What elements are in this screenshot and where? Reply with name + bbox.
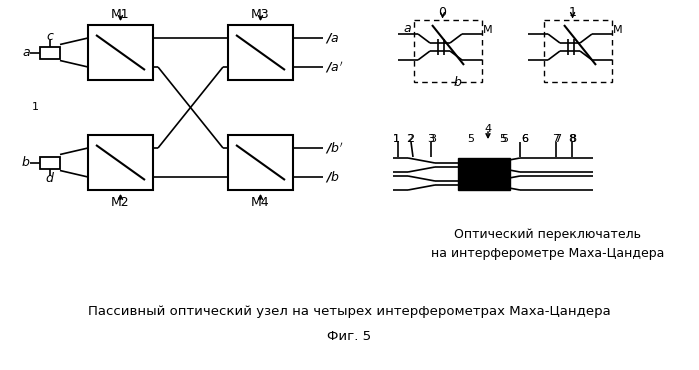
Text: 0: 0 (438, 7, 447, 20)
Text: 5: 5 (500, 134, 507, 144)
Bar (228, 135, 293, 190)
Text: 5: 5 (468, 134, 475, 144)
Bar (40, 47, 60, 58)
Text: 3: 3 (429, 134, 436, 144)
Bar (414, 20, 482, 82)
Text: /$b$: /$b$ (325, 169, 340, 185)
Text: Оптический переключатель
на интерферометре Маха-Цандера: Оптический переключатель на интерферомет… (431, 228, 665, 260)
Text: $a$: $a$ (403, 21, 412, 34)
Bar (88, 25, 153, 80)
Text: M3: M3 (251, 7, 270, 20)
Text: $b$: $b$ (22, 155, 31, 169)
Bar (458, 158, 510, 190)
Text: $b$: $b$ (454, 75, 463, 89)
Bar (544, 20, 612, 82)
Text: 2: 2 (408, 134, 415, 144)
Text: 5: 5 (501, 134, 508, 144)
Text: /$a$: /$a$ (325, 31, 340, 45)
Text: 3: 3 (428, 134, 435, 144)
Text: 4: 4 (484, 124, 491, 134)
Text: $d$: $d$ (45, 172, 55, 185)
Text: 6: 6 (521, 134, 528, 144)
Bar (228, 25, 293, 80)
Text: 7: 7 (554, 134, 561, 144)
Bar (40, 157, 60, 168)
Text: M2: M2 (111, 195, 130, 209)
Text: 8: 8 (570, 134, 577, 144)
Text: M4: M4 (251, 195, 270, 209)
Text: M: M (613, 25, 623, 35)
Bar (88, 135, 153, 190)
Text: $a$: $a$ (22, 46, 31, 59)
Text: 7: 7 (552, 134, 560, 144)
Text: $c$: $c$ (45, 30, 55, 43)
Text: 1: 1 (568, 7, 577, 20)
Text: M: M (483, 25, 493, 35)
Text: /$b'$: /$b'$ (325, 140, 344, 156)
Text: Пассивный оптический узел на четырех интерферометрах Маха-Цандера: Пассивный оптический узел на четырех инт… (87, 305, 610, 318)
Text: 6: 6 (521, 134, 528, 144)
Text: M1: M1 (111, 7, 130, 20)
Text: 2: 2 (406, 134, 414, 144)
Text: 8: 8 (568, 134, 575, 144)
Text: 1: 1 (393, 134, 400, 144)
Text: /$a'$: /$a'$ (325, 59, 343, 75)
Text: Фиг. 5: Фиг. 5 (327, 330, 371, 343)
Text: 1: 1 (393, 134, 400, 144)
Text: 1: 1 (31, 102, 38, 112)
